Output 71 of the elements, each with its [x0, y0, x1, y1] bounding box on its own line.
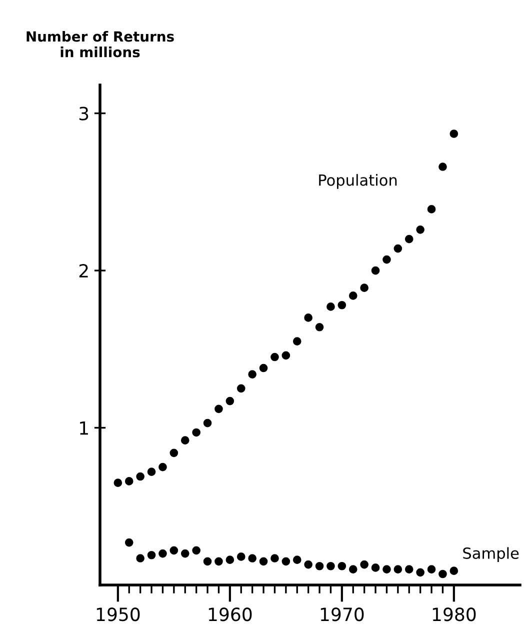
- point: [315, 322, 324, 332]
- point: [360, 560, 368, 569]
- point: [270, 554, 279, 562]
- point: [170, 546, 178, 555]
- y-tick-label: 2: [79, 264, 88, 278]
- text: Population: [319, 174, 397, 189]
- point: [248, 554, 256, 562]
- point: [438, 570, 447, 578]
- point: [147, 468, 156, 476]
- point: [360, 284, 368, 292]
- y-tick-label: 1: [80, 421, 88, 435]
- x-tick-label: 1980: [432, 608, 476, 622]
- point: [338, 300, 346, 310]
- y-axis-title: Number of Returns in millions: [26, 31, 174, 58]
- point: [180, 436, 190, 445]
- point: [326, 562, 335, 570]
- point: [259, 364, 268, 372]
- point: [226, 556, 234, 564]
- point: [259, 557, 268, 566]
- x-tick-label: 1950: [96, 608, 140, 622]
- point: [214, 557, 223, 566]
- point: [136, 472, 144, 481]
- point: [371, 564, 380, 572]
- point: [203, 418, 212, 428]
- point: [170, 448, 178, 458]
- point: [304, 314, 312, 322]
- point: [348, 565, 358, 574]
- point: [226, 396, 234, 406]
- point: [416, 225, 424, 234]
- point: [371, 266, 380, 275]
- point: [236, 384, 246, 393]
- point: [304, 560, 312, 569]
- point: [427, 565, 436, 574]
- point: [192, 546, 200, 555]
- point: [158, 549, 167, 558]
- point: [136, 554, 144, 562]
- point: [282, 351, 290, 360]
- point: [158, 462, 167, 472]
- point: [348, 292, 358, 300]
- point: [404, 234, 414, 244]
- point: [214, 404, 223, 414]
- point: [394, 244, 402, 253]
- point: [236, 552, 246, 561]
- point: [124, 477, 134, 486]
- point: [292, 337, 302, 346]
- point: [147, 550, 156, 560]
- point: [450, 566, 458, 576]
- y-tick-label: 3: [79, 106, 88, 120]
- point: [416, 568, 424, 577]
- point: [326, 302, 335, 311]
- point: [124, 538, 134, 547]
- point: [427, 205, 436, 214]
- point: [192, 428, 200, 437]
- point: [270, 352, 279, 362]
- point: [315, 562, 324, 570]
- point: [404, 565, 414, 574]
- series-label: Sample: [463, 547, 519, 562]
- point: [282, 557, 290, 566]
- x-tick-label: 1960: [208, 608, 252, 622]
- point: [203, 557, 212, 566]
- point: [180, 549, 190, 558]
- point: [438, 162, 447, 171]
- point: [450, 130, 458, 138]
- point: [382, 255, 391, 264]
- point: [114, 478, 122, 487]
- point: [382, 565, 391, 574]
- x-tick-label: 1970: [320, 608, 364, 622]
- point: [338, 562, 346, 570]
- point: [394, 565, 402, 574]
- point: [248, 370, 256, 378]
- point: [292, 556, 302, 564]
